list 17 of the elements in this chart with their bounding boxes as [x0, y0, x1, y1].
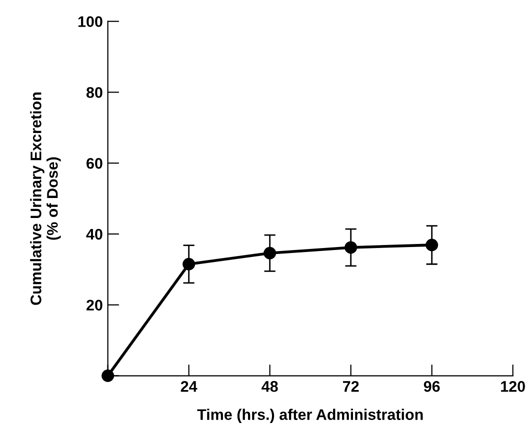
point	[426, 238, 438, 252]
point	[344, 241, 358, 254]
y-tick-label: 80	[86, 87, 102, 98]
y-tick-label: 40	[86, 228, 102, 240]
y-tick-label: 60	[86, 158, 102, 169]
y-tick-label: 20	[86, 300, 102, 311]
point	[264, 246, 276, 260]
x-tick-label: 96	[424, 381, 440, 392]
y-tick-label: 100	[78, 16, 102, 28]
x-tick-label: 48	[262, 381, 278, 392]
x-axis-title: Time (hrs.) after Administration	[197, 408, 423, 423]
x-tick-label: 24	[180, 381, 198, 392]
y-axis-title: Cumulative Urinary Excretion (% of Dose)	[30, 92, 61, 305]
point	[102, 370, 114, 382]
x-tick-label: 120	[501, 381, 525, 392]
point	[182, 258, 196, 270]
x-tick-label: 72	[343, 381, 359, 392]
